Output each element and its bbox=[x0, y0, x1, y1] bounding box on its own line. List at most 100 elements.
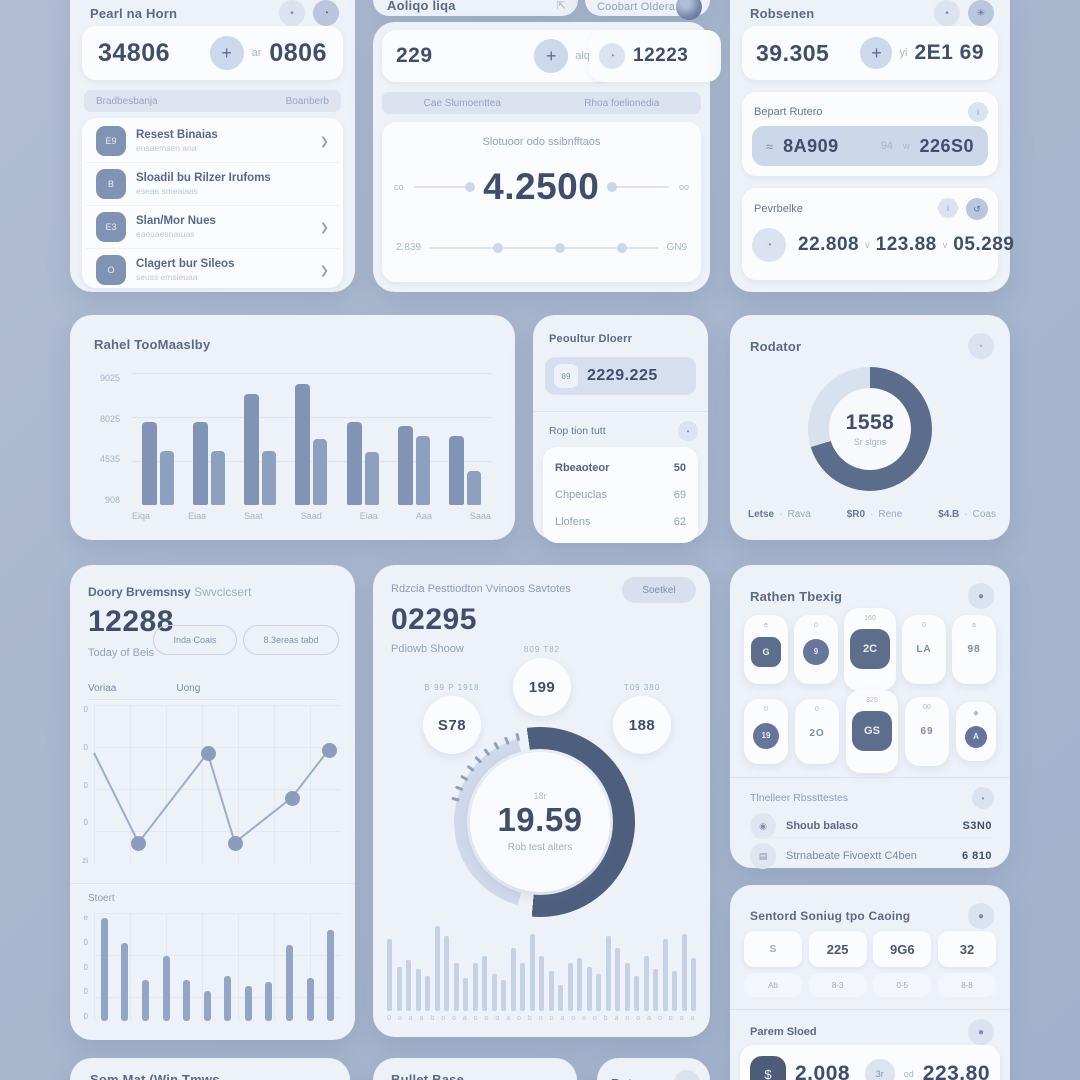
app-tile[interactable]: 325 GS bbox=[846, 689, 898, 773]
summary-pill[interactable]: 225 bbox=[808, 931, 867, 967]
transfer-row[interactable]: ◉ Shoub balaso S3N0 bbox=[750, 813, 992, 839]
refresh-icon[interactable]: ↺ bbox=[966, 198, 988, 220]
app-tile[interactable]: 160 2C bbox=[844, 607, 896, 691]
circle-stat-bubble: 199 bbox=[513, 658, 571, 716]
app-tile[interactable]: 0 19 bbox=[744, 698, 788, 764]
avatar[interactable] bbox=[676, 0, 702, 20]
circle-stat: 809 T82 199 bbox=[501, 645, 583, 716]
app-tile[interactable]: 00 69 bbox=[905, 696, 949, 766]
list-item[interactable]: B Sloadil bu Rilzer Irufoms eseaa smeaiaa… bbox=[86, 162, 339, 205]
info-icon[interactable]: i bbox=[968, 102, 988, 122]
calc-row-value: 69 bbox=[673, 488, 686, 501]
summary-pill[interactable]: S bbox=[744, 931, 802, 967]
more-icon[interactable]: ● bbox=[968, 583, 994, 609]
resize-icon[interactable]: ⇱ bbox=[556, 0, 566, 12]
add-button[interactable]: + bbox=[209, 36, 244, 70]
circle-stat-value: 199 bbox=[528, 678, 556, 696]
list-item[interactable]: E3 Slan/Mor Nues eaeuaesnaruas ❯ bbox=[86, 205, 339, 248]
spark-bar bbox=[653, 968, 658, 1011]
legend-item[interactable]: $R0 · Rene bbox=[846, 509, 903, 520]
app-tile[interactable]: 0 2O bbox=[795, 698, 839, 764]
percent-icon[interactable]: 3r bbox=[864, 1059, 895, 1080]
summary-pill-soft[interactable]: 8-3 bbox=[808, 973, 867, 997]
summary-pill-soft[interactable]: 0-5 bbox=[873, 973, 932, 997]
spark-bar bbox=[539, 956, 544, 1011]
more-icon[interactable]: ● bbox=[968, 903, 994, 929]
drop-icon[interactable]: ◦ bbox=[968, 333, 994, 359]
list-item-sub: eseaa smeaiaas bbox=[136, 186, 198, 196]
dollar-icon[interactable]: $ bbox=[750, 1056, 786, 1080]
app-tile[interactable]: ◆ A bbox=[956, 701, 996, 761]
tab-series-b[interactable]: Uong bbox=[176, 683, 201, 694]
donut-title: Rodator bbox=[750, 338, 802, 354]
settings-icon[interactable]: ◔ bbox=[313, 0, 339, 26]
calc-row[interactable]: Chpeuclas 69 bbox=[555, 489, 686, 501]
info-icon[interactable]: i bbox=[938, 198, 958, 218]
spark-bar bbox=[463, 977, 468, 1011]
reports-title: Robsenen bbox=[750, 5, 815, 21]
calc-pill[interactable]: 89 2229.225 bbox=[545, 357, 696, 395]
tab-right[interactable]: Rhoa foelionedia bbox=[584, 97, 660, 109]
bar-primary bbox=[295, 383, 311, 505]
range-slider[interactable]: 2.839 GN9 bbox=[382, 242, 701, 253]
add-button[interactable]: + bbox=[534, 39, 569, 73]
app-tile[interactable]: 0 LA bbox=[902, 614, 946, 684]
sort-button[interactable]: Soetkel bbox=[622, 577, 696, 603]
report-pill[interactable]: ≈ 8A909 94 w 226S0 bbox=[752, 126, 988, 166]
converter-big-value: 4.2500 bbox=[483, 166, 600, 207]
list-item[interactable]: O Clagert bur Sileos seuss emsieuaa ❯ bbox=[86, 248, 339, 291]
legend-label: Rava bbox=[787, 509, 811, 520]
add-icon[interactable]: + bbox=[674, 1070, 700, 1080]
info-icon[interactable]: • bbox=[972, 787, 994, 809]
transfer-row[interactable]: ▤ Strnabeate Fivoextt C4ben 6 810 bbox=[750, 843, 992, 869]
tab-left[interactable]: Cae Slumoenttea bbox=[423, 97, 501, 109]
date-filter-button[interactable]: Inda Coais bbox=[153, 625, 237, 655]
chevron-right-icon[interactable]: ❯ bbox=[319, 264, 329, 277]
calc-row[interactable]: Rbeaoteor 50 bbox=[555, 462, 686, 474]
calc-row[interactable]: Llofens 62 bbox=[555, 516, 686, 528]
legend-item[interactable]: $4.B · Coas bbox=[938, 509, 996, 520]
subcard-title: Bepart Rutero bbox=[754, 106, 823, 118]
chevron-right-icon[interactable]: ❯ bbox=[319, 135, 329, 148]
range-filter-button[interactable]: 8.3ereas tabd bbox=[243, 625, 339, 655]
slider-handle[interactable] bbox=[493, 242, 504, 253]
gauge-chart: 18r 19.59 Rob test alters bbox=[445, 727, 635, 917]
slider-handle[interactable] bbox=[617, 242, 628, 253]
info-icon[interactable]: • bbox=[934, 0, 960, 26]
add-button[interactable]: + bbox=[860, 37, 893, 69]
tab-series-a[interactable]: Voriaa bbox=[88, 683, 117, 694]
app-tile[interactable]: a 98 bbox=[952, 614, 996, 684]
gauge-tick bbox=[450, 796, 460, 802]
slider-handle[interactable] bbox=[607, 182, 618, 192]
summary-pill[interactable]: 9G6 bbox=[873, 931, 932, 967]
divider bbox=[730, 1009, 1010, 1010]
coin-icon: ◔ bbox=[599, 43, 625, 69]
more-icon[interactable]: ● bbox=[968, 1019, 994, 1045]
info-icon[interactable]: • bbox=[678, 421, 698, 441]
app-icon: 9 bbox=[803, 638, 829, 665]
list-item[interactable]: E9 Resest Binaias ensaemsen ana ❯ bbox=[86, 120, 339, 162]
chevron-down-icon[interactable]: v bbox=[865, 240, 870, 250]
summary-pill-soft[interactable]: 8-8 bbox=[937, 973, 996, 997]
tile-label: 0 bbox=[922, 621, 926, 629]
line-card-title-b: Swvcicsert bbox=[194, 585, 252, 599]
gear-icon[interactable]: ✳ bbox=[968, 0, 994, 26]
info-icon[interactable]: • bbox=[279, 0, 305, 26]
chevron-down-icon[interactable]: v bbox=[942, 240, 948, 250]
grouped-bar-plot bbox=[132, 373, 491, 505]
mini-bar bbox=[100, 918, 108, 1021]
value-slider[interactable]: co 4.2500 oo bbox=[382, 166, 701, 208]
mini-bar bbox=[265, 982, 273, 1021]
circle-stat-value: 188 bbox=[628, 716, 656, 734]
legend-item[interactable]: Letse · Rava bbox=[748, 509, 811, 520]
summary-pill-soft[interactable]: Ab bbox=[744, 973, 802, 997]
chevron-right-icon[interactable]: ❯ bbox=[319, 221, 329, 234]
section-label-right[interactable]: Boanberb bbox=[285, 95, 329, 107]
slider-handle[interactable] bbox=[555, 242, 566, 253]
summary-pill[interactable]: 32 bbox=[937, 931, 996, 967]
slider-handle[interactable] bbox=[465, 182, 476, 192]
mini-bar bbox=[141, 979, 149, 1021]
param-row: $ 2.008 3r od 223.80 bbox=[740, 1045, 1000, 1080]
